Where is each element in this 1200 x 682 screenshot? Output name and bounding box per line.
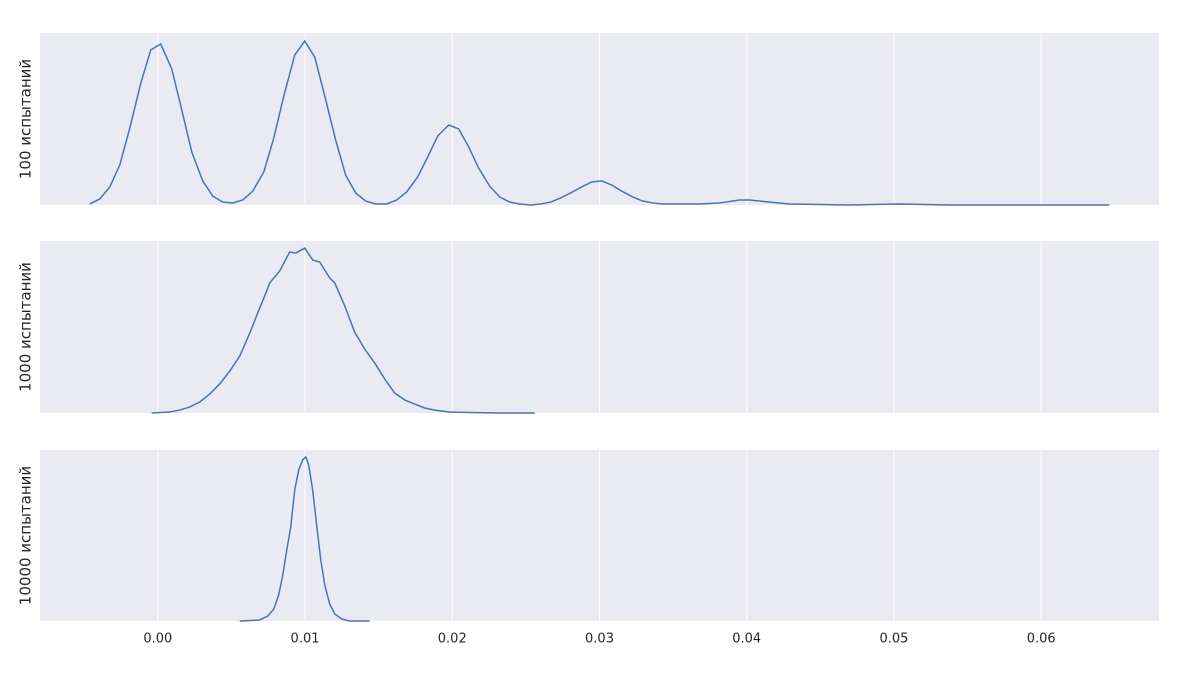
kde-line [239, 455, 370, 622]
x-tick-label: 0.04 [732, 632, 761, 647]
y-axis-label: 1000 испытаний [17, 262, 35, 392]
x-tick-label: 0.03 [585, 632, 614, 647]
x-tick-label: 0.06 [1027, 632, 1056, 647]
x-tick-label: 0.05 [879, 632, 908, 647]
x-tick-label: 0.00 [143, 632, 172, 647]
kde-line [151, 247, 535, 414]
y-axis-label: 10000 испытаний [17, 466, 35, 605]
x-tick-label: 0.01 [291, 632, 320, 647]
y-axis-label: 100 испытаний [17, 59, 35, 179]
kde-line [89, 39, 1110, 206]
x-tick-label: 0.02 [438, 632, 467, 647]
